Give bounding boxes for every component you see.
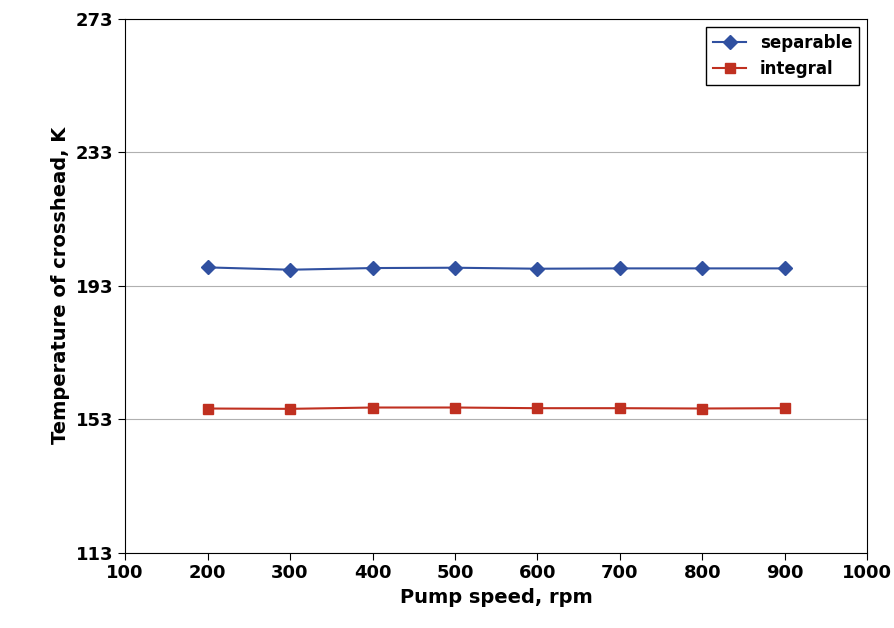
integral	[780, 404, 790, 412]
integral	[367, 404, 378, 411]
integral	[614, 404, 625, 412]
Line: integral: integral	[203, 403, 789, 414]
separable	[367, 264, 378, 272]
separable	[780, 264, 790, 272]
separable	[202, 264, 213, 271]
separable	[614, 264, 625, 272]
Line: separable: separable	[203, 263, 789, 274]
integral	[450, 404, 460, 411]
integral	[202, 405, 213, 413]
Y-axis label: Temperature of crosshead, K: Temperature of crosshead, K	[51, 127, 71, 445]
integral	[697, 405, 708, 413]
separable	[284, 266, 295, 273]
Legend: separable, integral: separable, integral	[706, 27, 859, 85]
separable	[697, 264, 708, 272]
separable	[450, 264, 460, 271]
X-axis label: Pump speed, rpm: Pump speed, rpm	[400, 588, 593, 607]
integral	[532, 404, 543, 412]
integral	[284, 405, 295, 413]
separable	[532, 265, 543, 273]
